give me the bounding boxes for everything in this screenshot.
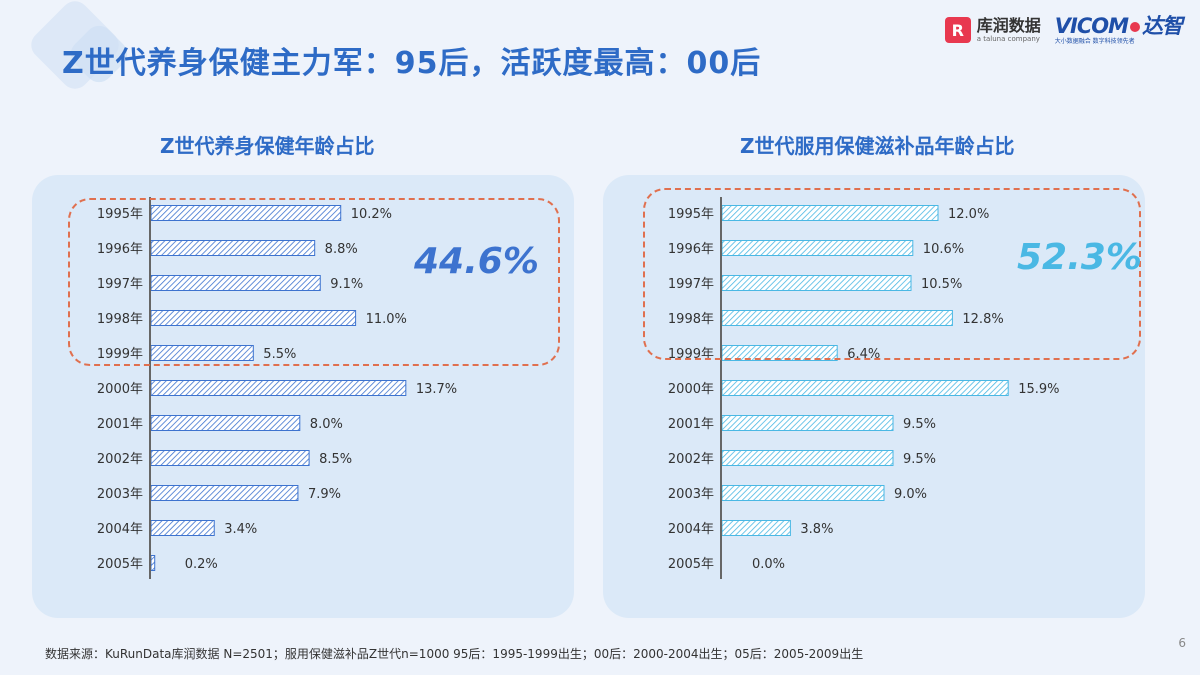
bar-chart-left: 1995年 10.2% 1996年 8.8% 1997年 9.1% 1998年 11.0% 19… (97, 197, 457, 579)
value-label: 7.9% (308, 487, 341, 502)
value-label: 0.2% (185, 557, 218, 572)
page-number: 6 (1178, 636, 1186, 650)
chart-title-right: Z世代服用保健滋补品年龄占比 (740, 134, 1015, 158)
category-label: 1995年 (668, 207, 714, 222)
category-label: 1998年 (668, 312, 714, 327)
vicom-logo-sub: 大小数据融合 数字科技领先者 (1054, 37, 1135, 45)
bar (150, 450, 310, 466)
category-label: 1997年 (97, 277, 143, 292)
highlight-box-95s (68, 198, 560, 366)
value-label: 9.5% (903, 452, 936, 467)
category-label: 1996年 (97, 242, 143, 257)
category-label: 2002年 (668, 452, 714, 467)
bar (150, 485, 299, 501)
bar (150, 415, 301, 431)
value-label: 10.6% (923, 242, 964, 257)
category-label: 2003年 (668, 487, 714, 502)
category-label: 1995年 (97, 207, 143, 222)
value-label: 9.0% (894, 487, 927, 502)
value-label: 0.0% (752, 557, 785, 572)
kurun-logo-sub: a taluna company (976, 34, 1040, 43)
vicom-logo-cn: 达智 (1142, 13, 1183, 38)
category-label: 2004年 (97, 522, 143, 537)
vicom-logo-name: VICOM (1054, 13, 1129, 38)
vicom-logo-dot (1130, 21, 1140, 32)
kurun-logo: R 库润数据 a taluna company (944, 15, 1041, 43)
chart-title-left: Z世代养身保健年龄占比 (160, 134, 375, 158)
bar (150, 555, 156, 571)
chart-panel-right: 1995年 12.0% 1996年 10.6% 1997年 10.5% 1998年 12.8%… (603, 175, 1145, 618)
value-label: 5.5% (263, 347, 296, 362)
category-label: 2002年 (97, 452, 143, 467)
value-label: 12.8% (962, 312, 1003, 327)
highlight-box-95s (643, 188, 1141, 360)
category-label: 2005年 (668, 557, 714, 572)
value-label: 8.0% (310, 417, 343, 432)
bar (721, 520, 791, 536)
category-label: 2003年 (97, 487, 143, 502)
value-label: 12.0% (948, 207, 989, 222)
bar (721, 450, 894, 466)
value-label: 8.8% (325, 242, 358, 257)
category-label: 2000年 (97, 382, 143, 397)
kurun-logo-name: 库润数据 (976, 15, 1041, 35)
highlight-total-left: 44.6% (414, 241, 539, 282)
value-label: 15.9% (1018, 382, 1059, 397)
bar (721, 485, 885, 501)
value-label: 9.1% (330, 277, 363, 292)
logo-bar: R 库润数据 a taluna company VICOM 达智 大小数据融合 数… (944, 10, 1183, 50)
bar (721, 380, 1009, 396)
value-label: 3.8% (800, 522, 833, 537)
data-source-note: 数据来源：KuRunData库润数据 N=2501；服用保健滋补品Z世代n=10… (45, 647, 864, 661)
category-label: 2000年 (668, 382, 714, 397)
vicom-logo: VICOM 达智 大小数据融合 数字科技领先者 (1054, 13, 1183, 45)
chart-panel-left: 1995年 10.2% 1996年 8.8% 1997年 9.1% 1998年 11.0% 19… (32, 175, 574, 618)
kurun-logo-mark: R (944, 17, 971, 43)
category-label: 1997年 (668, 277, 714, 292)
page-title: Z世代养身保健主力军：95后，活跃度最高：00后 (62, 46, 762, 81)
value-label: 10.5% (921, 277, 962, 292)
category-label: 2001年 (668, 417, 714, 432)
value-label: 11.0% (366, 312, 407, 327)
category-label: 1998年 (97, 312, 143, 327)
value-label: 8.5% (319, 452, 352, 467)
category-label: 2001年 (97, 417, 143, 432)
bar (150, 520, 215, 536)
bar (721, 415, 894, 431)
value-label: 9.5% (903, 417, 936, 432)
bar (150, 380, 407, 396)
highlight-total-right: 52.3% (1017, 237, 1142, 278)
value-label: 3.4% (224, 522, 257, 537)
category-label: 2004年 (668, 522, 714, 537)
bar-chart-right: 1995年 12.0% 1996年 10.6% 1997年 10.5% 1998年 12.8%… (668, 197, 1060, 579)
value-label: 10.2% (351, 207, 392, 222)
value-label: 13.7% (416, 382, 457, 397)
category-label: 1996年 (668, 242, 714, 257)
category-label: 2005年 (97, 557, 143, 572)
category-label: 1999年 (97, 347, 143, 362)
